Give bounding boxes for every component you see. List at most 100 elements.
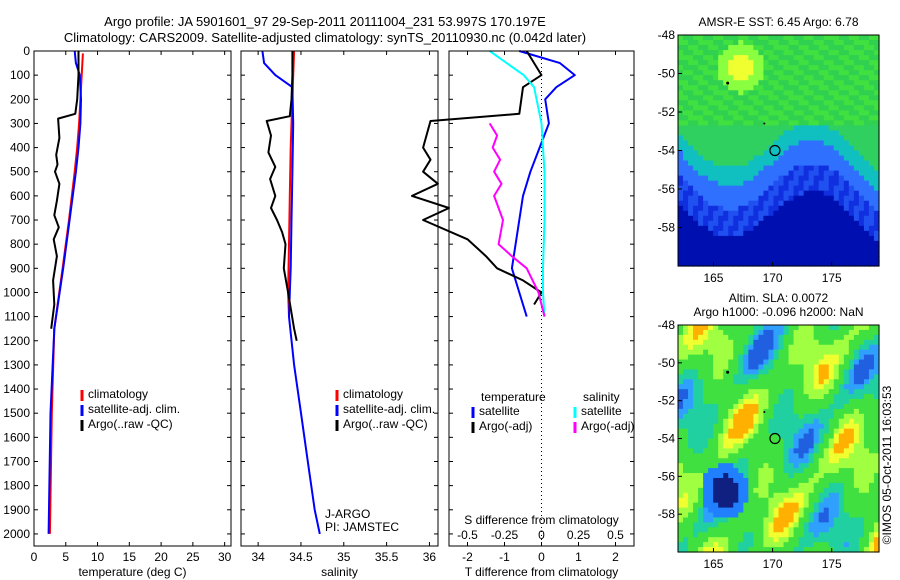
map-cell [718,120,724,126]
map-cell [758,502,765,509]
map-cell [773,329,780,336]
map-cell [713,75,719,81]
map-cell [828,349,835,356]
map-cell [798,408,805,415]
map-cell [753,334,759,341]
map-cell [738,180,744,187]
map-cell [813,105,820,111]
map-cell [853,334,860,341]
map-cell [773,95,780,101]
map-cell [688,403,694,410]
map-cell [848,542,855,548]
map-cell [733,75,739,81]
map-cell [838,443,845,449]
map-cell [783,448,790,454]
map-cell [798,329,805,336]
map-cell [698,349,704,356]
map-cell [713,145,719,152]
map-cell [743,537,749,543]
map-cell [693,527,699,533]
map-cell [863,135,870,142]
map-cell [733,95,739,101]
map-cell [823,230,830,237]
map-cell [698,537,704,543]
map-cell [853,522,860,528]
map-cell [873,245,880,252]
map-cell [743,105,749,111]
map-y-tick-label: -56 [658,469,676,483]
map-cell [763,215,770,222]
map-cell [788,532,795,538]
map-cell [723,250,729,257]
map-cell [713,135,719,142]
map-cell [828,230,835,237]
map-cell [783,354,790,361]
map-cell [848,130,855,137]
map-cell [703,180,709,187]
map-cell [778,512,785,519]
map-cell [793,190,800,197]
map-cell [738,225,744,232]
map-cell [678,433,684,440]
map-cell [703,175,709,182]
map-cell [678,70,684,76]
map-cell [788,100,795,106]
map-cell [683,190,689,197]
map-y-tick-label: -54 [658,432,676,446]
map-cell [678,413,684,420]
map-cell [808,110,815,116]
map-cell [738,492,744,499]
map-cell [713,70,719,76]
map-cell [863,492,870,499]
map-cell [863,384,870,390]
map-cell [688,463,694,469]
map-cell [698,230,704,237]
map-cell [683,532,689,538]
map-cell [853,532,860,538]
map-cell [823,95,830,101]
map-cell [773,384,780,390]
map-cell [743,50,749,56]
map-cell [773,235,780,242]
map-cell [798,115,805,121]
map-cell [683,507,689,514]
map-cell [693,255,699,262]
map-cell [808,235,815,242]
map-cell [808,339,815,346]
map-cell [688,334,694,341]
map-cell [688,235,694,242]
map-cell [768,45,775,51]
map-cell [768,95,775,101]
map-cell [838,235,845,242]
map-cell [768,110,775,116]
map-cell [823,90,830,96]
map-cell [773,210,780,217]
map-cell [803,75,810,81]
map-cell [683,497,689,504]
map-cell [753,230,759,237]
map-cell [708,532,714,538]
map-cell [738,125,744,132]
map-cell [753,110,759,116]
map-cell [843,115,850,121]
map-cell [813,329,820,336]
map-cell [798,502,805,509]
map-cell [763,260,770,267]
map-cell [823,210,830,217]
map-cell [823,379,830,385]
map-cell [733,394,739,400]
map-cell [738,369,744,375]
map-cell [748,418,754,425]
map-cell [763,125,770,132]
map-cell [743,492,749,499]
map-cell [788,75,795,81]
map-cell [713,334,719,341]
map-cell [693,130,699,137]
map-cell [678,408,684,415]
map-cell [803,95,810,101]
map-cell [818,369,825,375]
map-cell [868,542,875,548]
map-cell [723,260,729,267]
map-cell [778,200,785,207]
